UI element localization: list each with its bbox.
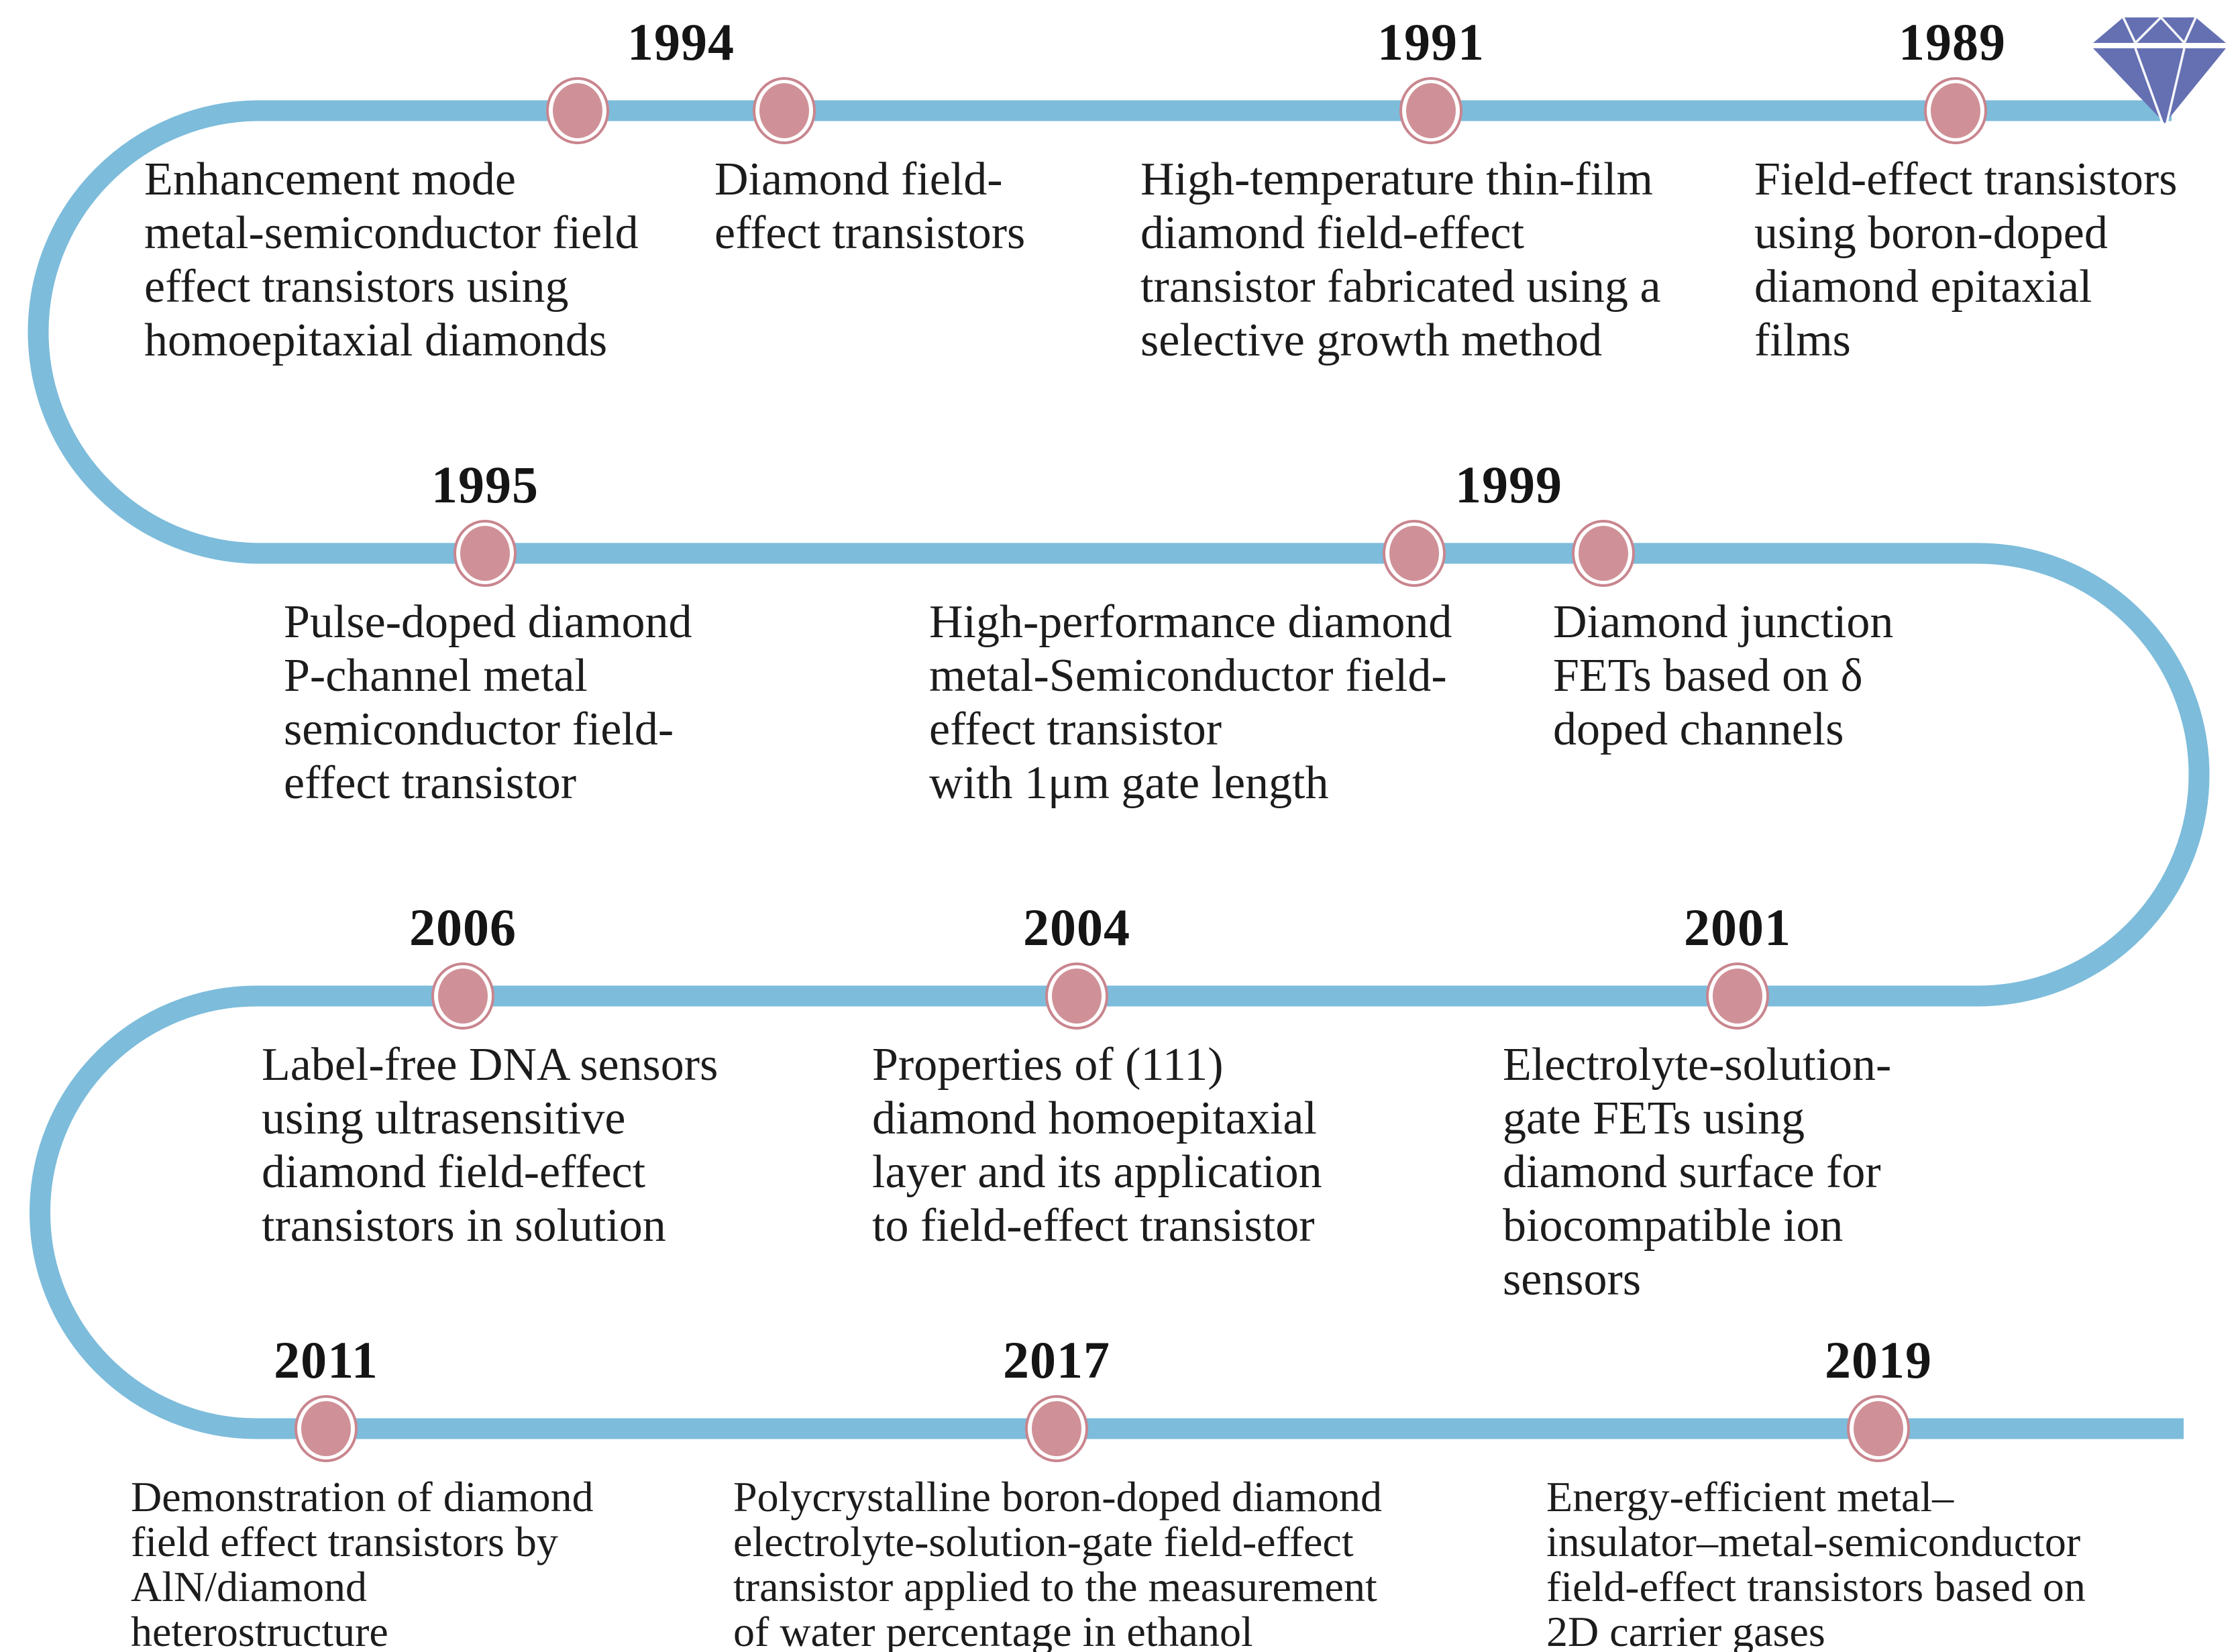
event-text-1999-high-performance: High-performance diamond metal-Semicondu… xyxy=(929,596,1452,809)
timeline-node-1999a xyxy=(1383,520,1446,587)
year-label-2004: 2004 xyxy=(1023,898,1130,956)
event-text-1991-high-temperature: High-temperature thin-film diamond field… xyxy=(1140,154,1661,366)
timeline-node-2006 xyxy=(431,962,494,1030)
timeline-node-1995 xyxy=(454,520,517,587)
timeline-node-2011 xyxy=(295,1395,358,1462)
year-label-2011: 2011 xyxy=(274,1331,378,1389)
year-label-1989: 1989 xyxy=(1899,13,2006,71)
timeline-node-1994a xyxy=(546,77,609,144)
year-label-2006: 2006 xyxy=(409,898,517,956)
timeline-node-1989 xyxy=(1924,77,1987,144)
event-text-2001-electrolyte-gate: Electrolyte-solution- gate FETs using di… xyxy=(1503,1039,1892,1305)
year-label-1995: 1995 xyxy=(431,455,539,514)
event-text-2019-energy-efficient: Energy-efficient metal– insulator–metal-… xyxy=(1546,1473,2086,1652)
timeline-node-2004 xyxy=(1045,962,1108,1030)
timeline-node-1994b xyxy=(753,77,816,144)
event-text-1994-enhancement-mode: Enhancement mode metal-semiconductor fie… xyxy=(144,154,639,366)
event-text-1989-boron-doped: Field-effect transistors using boron-dop… xyxy=(1754,154,2178,366)
year-label-2019: 2019 xyxy=(1825,1331,1932,1389)
event-text-2011-aln-heterostructure: Demonstration of diamond field effect tr… xyxy=(131,1473,594,1652)
timeline-node-1991 xyxy=(1399,77,1462,144)
event-text-1995-pulse-doped: Pulse-doped diamond P-channel metal semi… xyxy=(284,596,692,809)
timeline-node-2017 xyxy=(1025,1395,1088,1462)
year-label-2001: 2001 xyxy=(1684,898,1791,956)
event-text-1999-junction-fets: Diamond junction FETs based on δ doped c… xyxy=(1553,596,1894,755)
event-text-2004-properties-111: Properties of (111) diamond homoepitaxia… xyxy=(872,1039,1322,1252)
timeline-node-2001 xyxy=(1706,962,1769,1030)
year-label-1999: 1999 xyxy=(1455,455,1562,514)
year-label-1994: 1994 xyxy=(627,13,735,71)
timeline-path xyxy=(28,100,2210,1439)
diamond-gem-icon xyxy=(2093,16,2226,123)
year-label-1991: 1991 xyxy=(1377,13,1485,71)
event-text-1994-diamond-fets: Diamond field- effect transistors xyxy=(714,154,1026,259)
event-text-2006-dna-sensors: Label-free DNA sensors using ultrasensit… xyxy=(262,1039,718,1252)
timeline-node-1999b xyxy=(1572,520,1635,587)
timeline-node-2019 xyxy=(1847,1395,1910,1462)
year-label-2017: 2017 xyxy=(1003,1331,1110,1389)
event-text-2017-polycrystalline: Polycrystalline boron-doped diamond elec… xyxy=(733,1473,1382,1652)
